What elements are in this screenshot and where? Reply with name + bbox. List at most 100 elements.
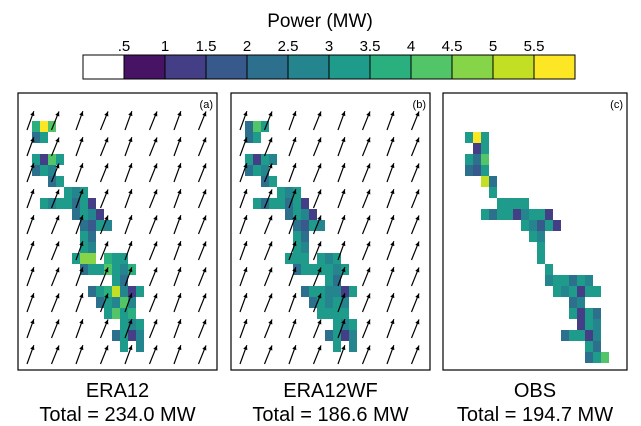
power-cell: [317, 297, 325, 308]
power-cell: [293, 209, 301, 220]
wind-arrow-head: [55, 319, 60, 325]
wind-arrow-head: [292, 111, 297, 117]
power-cell: [32, 165, 40, 176]
power-cell: [537, 209, 545, 220]
wind-arrow-head: [177, 163, 182, 169]
colorbar-bin: [82, 54, 125, 80]
panel-total: Total = 194.7 MW: [457, 404, 613, 426]
colorbar-bin: [369, 54, 412, 80]
wind-arrow-head: [104, 241, 109, 247]
wind-arrow-head: [243, 215, 248, 221]
wind-arrow-head: [153, 111, 158, 117]
wind-arrow-head: [366, 267, 371, 273]
colorbar-bin: [533, 54, 576, 80]
power-cell: [325, 275, 333, 286]
wind-arrow-head: [30, 189, 35, 195]
power-cell: [112, 286, 120, 297]
wind-arrow-head: [79, 189, 84, 195]
wind-arrow-head: [415, 137, 420, 143]
colorbar-tick-label: 3: [325, 38, 333, 55]
power-cell: [32, 121, 40, 132]
power-cell: [96, 209, 104, 220]
power-cell: [497, 198, 505, 209]
wind-arrow-head: [55, 215, 60, 221]
power-cell: [333, 286, 341, 297]
power-cell: [285, 198, 293, 209]
power-cell: [80, 253, 88, 264]
power-cell: [497, 209, 505, 220]
power-cell: [245, 121, 253, 132]
power-cell: [269, 154, 277, 165]
power-cell: [333, 330, 341, 341]
power-cell: [325, 297, 333, 308]
wind-arrow-head: [292, 189, 297, 195]
wind-arrow-head: [104, 215, 109, 221]
wind-arrow-head: [177, 111, 182, 117]
power-cell: [261, 121, 269, 132]
wind-arrow-head: [202, 189, 207, 195]
wind-arrow-head: [317, 215, 322, 221]
power-cell: [40, 198, 48, 209]
power-cell: [593, 286, 601, 297]
wind-arrow-head: [104, 267, 109, 273]
colorbar-tick-label: 3.5: [360, 38, 381, 55]
wind-arrow-head: [202, 241, 207, 247]
power-cell: [261, 198, 269, 209]
power-cell: [253, 165, 261, 176]
power-cell: [80, 198, 88, 209]
wind-arrow-head: [128, 137, 133, 143]
wind-arrow-head: [268, 111, 273, 117]
power-cell: [80, 187, 88, 198]
power-cell: [72, 209, 80, 220]
wind-arrow-head: [79, 111, 84, 117]
wind-arrow-head: [30, 319, 35, 325]
power-cell: [577, 297, 585, 308]
wind-arrow-head: [268, 215, 273, 221]
wind-arrow-head: [268, 345, 273, 351]
colorbar-bin: [492, 54, 535, 80]
colorbar-tick-label: 2: [243, 38, 251, 55]
wind-arrow-head: [202, 293, 207, 299]
wind-arrow-head: [415, 345, 420, 351]
power-cell: [88, 242, 96, 253]
wind-arrow-head: [153, 293, 158, 299]
wind-arrow-head: [390, 241, 395, 247]
power-cell: [593, 330, 601, 341]
wind-arrow-head: [341, 215, 346, 221]
power-cell: [537, 253, 545, 264]
power-cell: [96, 264, 104, 275]
power-cell: [465, 165, 473, 176]
power-cell: [333, 275, 341, 286]
power-cell: [561, 275, 569, 286]
power-cell: [56, 198, 64, 209]
wind-arrow-head: [104, 189, 109, 195]
wind-arrow-head: [202, 267, 207, 273]
wind-arrow-head: [390, 189, 395, 195]
power-cell: [481, 176, 489, 187]
power-cell: [577, 275, 585, 286]
colorbar-bin: [451, 54, 494, 80]
power-cell: [577, 330, 585, 341]
panel-name: OBS: [514, 380, 556, 402]
power-cell: [293, 231, 301, 242]
power-cell: [553, 220, 561, 231]
wind-arrow-head: [243, 163, 248, 169]
power-cell: [104, 286, 112, 297]
wind-arrow-head: [79, 267, 84, 273]
power-cell: [521, 220, 529, 231]
power-cell: [48, 198, 56, 209]
colorbar-bin: [246, 54, 289, 80]
power-cell: [481, 132, 489, 143]
wind-arrow-head: [79, 319, 84, 325]
power-cell: [261, 154, 269, 165]
power-cell: [513, 209, 521, 220]
wind-arrow-head: [55, 137, 60, 143]
power-cell: [473, 154, 481, 165]
power-cell: [112, 264, 120, 275]
power-cell: [341, 286, 349, 297]
wind-arrow-head: [177, 345, 182, 351]
power-cell: [72, 187, 80, 198]
colorbar-tick-label: .5: [118, 38, 131, 55]
